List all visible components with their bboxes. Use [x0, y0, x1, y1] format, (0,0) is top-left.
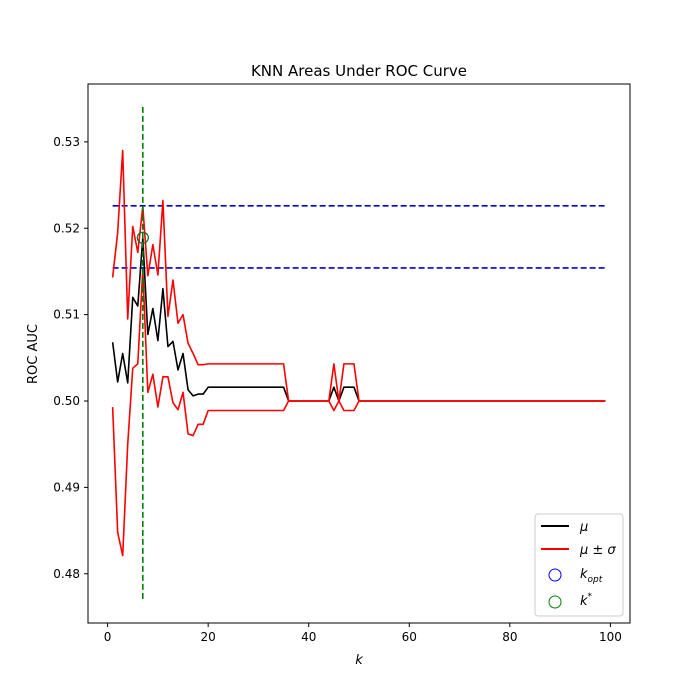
chart-title: KNN Areas Under ROC Curve — [251, 62, 467, 80]
legend-k-star-sup: * — [588, 592, 593, 602]
plot-area — [111, 106, 606, 599]
legend-k-opt-base: k — [580, 567, 588, 582]
x-tick-label-4: 80 — [502, 630, 517, 644]
x-tick-label-1: 20 — [201, 630, 216, 644]
legend-k-star-label: k* — [580, 592, 593, 609]
x-tick-label-5: 100 — [599, 630, 622, 644]
y-tick-label-0: 0.48 — [53, 567, 80, 581]
x-tick-label-3: 60 — [402, 630, 417, 644]
legend-box — [534, 513, 624, 617]
legend-k-opt-sub: opt — [588, 575, 603, 585]
legend-mu-label: μ — [579, 520, 588, 535]
legend-mu-sigma-label: μ ± σ — [579, 543, 616, 558]
y-tick-label-2: 0.50 — [53, 394, 80, 408]
legend-k-star-marker — [548, 595, 562, 609]
x-tick-label-2: 40 — [301, 630, 316, 644]
legend-k-opt-label: kopt — [580, 567, 603, 585]
legend-k-opt-marker — [548, 568, 562, 582]
x-tick-label-0: 0 — [104, 630, 112, 644]
k-star-marker — [136, 231, 149, 244]
legend-k-star-base: k — [580, 594, 588, 609]
legend: μ μ ± σ kopt k* — [534, 513, 624, 617]
y-tick-label-4: 0.52 — [53, 221, 80, 235]
y-axis: 0.48 0.49 0.50 0.51 0.52 0.53 — [53, 135, 88, 581]
y-tick-label-3: 0.51 — [53, 308, 80, 322]
y-axis-label: ROC AUC — [26, 324, 41, 384]
x-axis: 0 20 40 60 80 100 — [104, 623, 622, 644]
axes-frame — [87, 83, 631, 624]
y-tick-label-5: 0.53 — [53, 135, 80, 149]
y-tick-label-1: 0.49 — [53, 480, 80, 494]
x-axis-label: k — [355, 653, 363, 668]
lower-band-line — [111, 268, 606, 557]
